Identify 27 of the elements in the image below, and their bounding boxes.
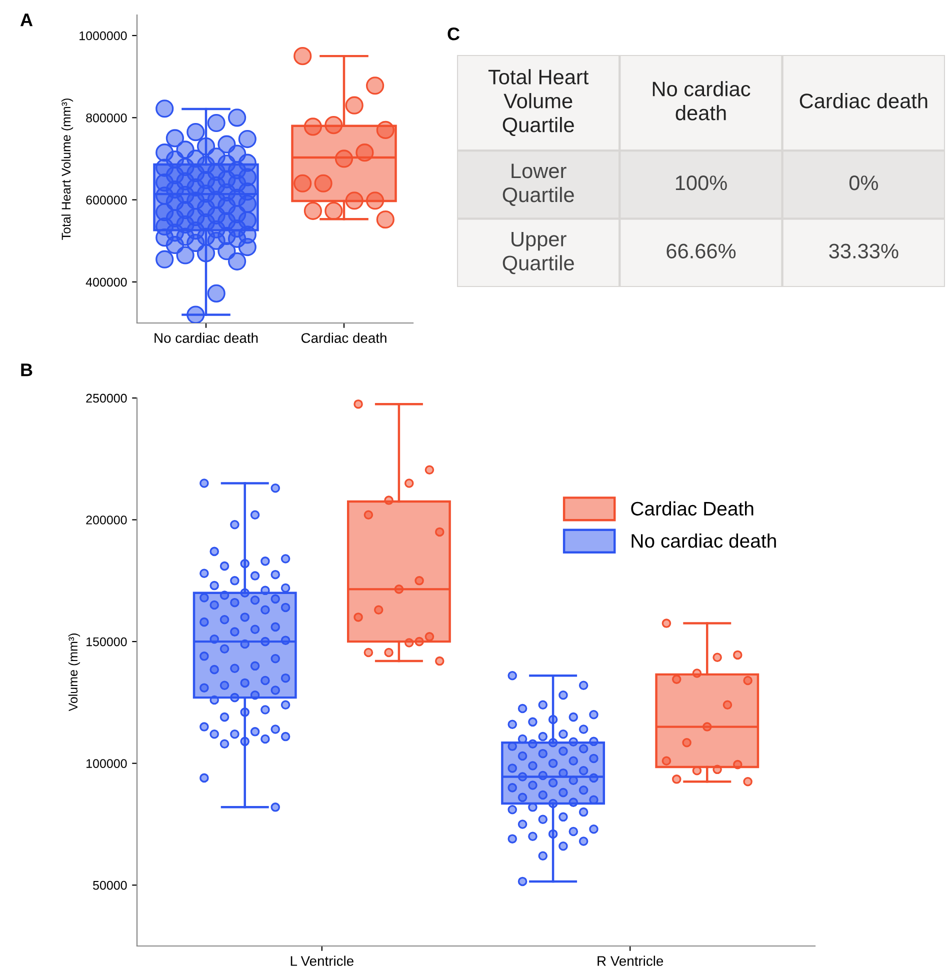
category-label: Cardiac death [800,93,928,108]
y-axis-title: Volume (mm³) [68,634,80,712]
text: C [448,27,460,40]
chart-title: A [20,14,33,26]
y-tick-label: 400000 [86,278,127,287]
y-tick-label: 1000000 [80,31,127,40]
text: Lower Quartile [502,164,574,206]
text: 100% [676,175,727,190]
text: 33.33% [829,244,898,258]
legend-label: Cardiac Death [631,501,754,516]
y-tick-label: 600000 [86,196,127,204]
category-label: Total Heart Volume Quartile [488,69,589,136]
y-tick-label: 150000 [86,637,127,646]
y-tick-label: 250000 [86,394,127,403]
y-tick-label: 100000 [86,759,127,768]
y-tick-label: 50000 [93,880,127,890]
y-tick-label: 200000 [86,516,127,524]
category-label: No cardiac death [652,81,750,120]
y-tick-label: 800000 [86,113,127,122]
text: 0% [849,175,878,190]
x-tick-label: R Ventricle [598,956,664,966]
x-tick-label: L Ventricle [290,956,354,966]
text: 66.66% [666,244,736,258]
text: Upper Quartile [502,232,574,274]
legend-label: No cardiac death [632,533,776,548]
y-axis-title: Total Heart Volume (mm³) [61,98,74,240]
chart-title: B [21,364,32,376]
